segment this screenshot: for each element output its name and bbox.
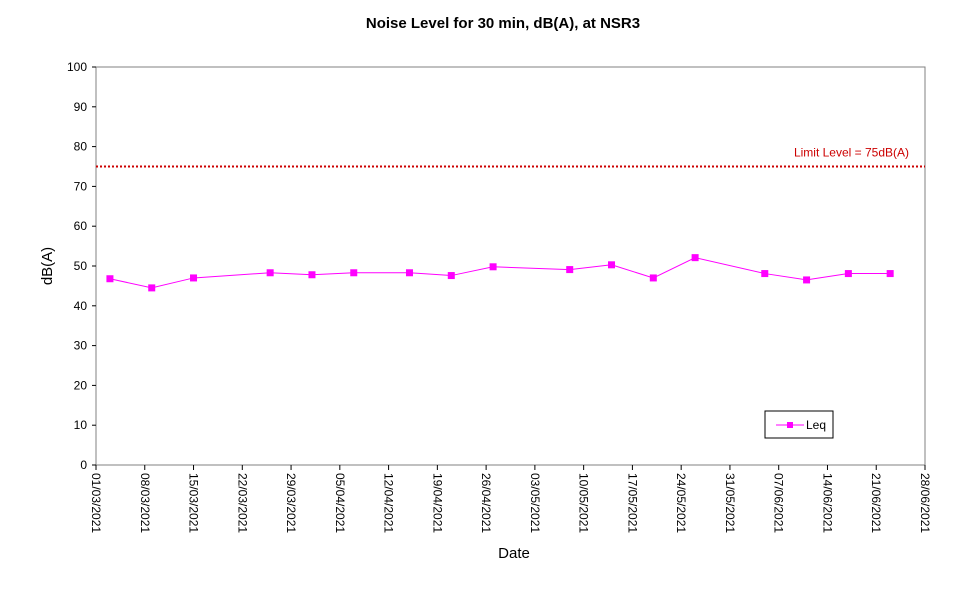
y-axis-title: dB(A) <box>39 247 56 285</box>
x-tick-label: 10/05/2021 <box>577 473 591 533</box>
data-point <box>608 261 616 269</box>
data-point <box>761 270 769 278</box>
data-point <box>106 275 114 283</box>
y-tick-label: 80 <box>74 140 88 154</box>
data-point <box>886 270 894 278</box>
data-point <box>350 269 358 277</box>
x-tick-label: 22/03/2021 <box>235 473 249 533</box>
y-tick-label: 0 <box>80 458 87 472</box>
y-tick-label: 70 <box>74 179 88 193</box>
x-tick-label: 28/06/2021 <box>918 473 932 533</box>
legend: Leq <box>764 410 834 439</box>
reference-lines: Limit Level = 75dB(A) <box>96 146 925 168</box>
y-tick-label: 90 <box>74 100 88 114</box>
x-tick-label: 03/05/2021 <box>528 473 542 533</box>
x-axis: 01/03/2021 08/03/2021 15/03/2021 22/03/2021… <box>89 465 932 533</box>
y-axis: 0 10 20 30 40 50 60 70 80 90 100 <box>67 60 96 472</box>
x-tick-label: 08/03/2021 <box>138 473 152 533</box>
series-layer <box>106 254 894 292</box>
y-tick-label: 30 <box>74 339 88 353</box>
x-tick-label: 01/03/2021 <box>89 473 103 533</box>
x-tick-label: 07/06/2021 <box>772 473 786 533</box>
data-point <box>844 270 852 278</box>
chart-title: Noise Level for 30 min, dB(A), at NSR3 <box>366 15 640 32</box>
y-tick-label: 10 <box>74 418 88 432</box>
x-tick-label: 14/06/2021 <box>820 473 834 533</box>
y-tick-label: 60 <box>74 219 88 233</box>
data-point <box>190 274 198 282</box>
x-tick-label: 05/04/2021 <box>333 473 347 533</box>
x-tick-label: 12/04/2021 <box>382 473 396 533</box>
x-tick-label: 17/05/2021 <box>625 473 639 533</box>
legend-label: Leq <box>806 418 826 432</box>
x-axis-title: Date <box>498 545 530 562</box>
y-tick-label: 100 <box>67 60 87 74</box>
series-line-leq <box>109 257 891 289</box>
x-tick-label: 24/05/2021 <box>674 473 688 533</box>
y-tick-label: 20 <box>74 378 88 392</box>
y-tick-label: 50 <box>74 259 88 273</box>
data-point <box>405 269 413 277</box>
data-point <box>649 274 657 282</box>
data-point <box>803 276 811 284</box>
data-point <box>447 272 455 280</box>
data-point <box>566 266 574 274</box>
data-point <box>148 284 156 292</box>
x-tick-label: 31/05/2021 <box>723 473 737 533</box>
x-tick-label: 15/03/2021 <box>187 473 201 533</box>
x-tick-label: 29/03/2021 <box>284 473 298 533</box>
data-point <box>308 271 316 279</box>
plot-area <box>95 66 926 466</box>
y-tick-label: 40 <box>74 299 88 313</box>
limit-label: Limit Level = 75dB(A) <box>794 146 909 160</box>
legend-marker <box>787 422 793 428</box>
data-point <box>489 263 497 271</box>
x-tick-label: 19/04/2021 <box>430 473 444 533</box>
data-point <box>691 254 699 262</box>
data-point <box>266 269 274 277</box>
x-tick-label: 21/06/2021 <box>869 473 883 533</box>
x-tick-label: 26/04/2021 <box>479 473 493 533</box>
